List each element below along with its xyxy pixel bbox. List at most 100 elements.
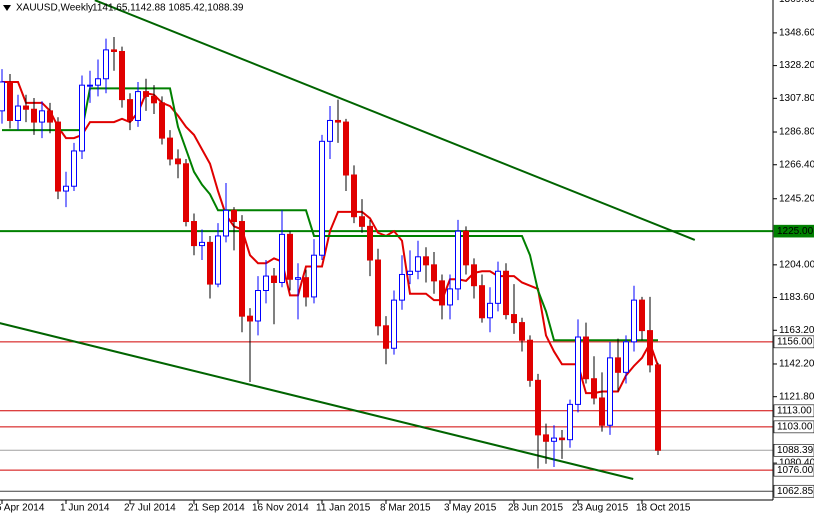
y-tick-label: 1328.20: [779, 60, 814, 71]
candle-body: [487, 302, 493, 319]
candle-body: [655, 364, 661, 451]
level-label: 1088.39: [777, 445, 814, 456]
level-label-box: [773, 484, 814, 498]
candle-body: [79, 84, 85, 152]
y-tick-label: 1121.80: [779, 391, 814, 402]
candle-body: [407, 270, 413, 275]
candle-body: [423, 256, 429, 266]
candle-body: [471, 264, 477, 287]
candle-body: [527, 339, 533, 381]
candle-body: [375, 259, 381, 327]
y-tick-label: 1142.20: [779, 359, 814, 370]
y-tick-label: 1245.20: [779, 193, 814, 204]
candle-body: [127, 99, 133, 121]
x-tick-label: 3 May 2015: [444, 503, 497, 514]
candle-body: [631, 299, 637, 343]
candle-body: [351, 174, 357, 218]
candle-body: [583, 336, 589, 380]
level-label-box: [773, 335, 814, 349]
candle-body: [447, 288, 453, 306]
y-tick-label: 1348.60: [779, 28, 814, 39]
candle-body: [311, 254, 317, 298]
y-tick-label: 1286.80: [779, 127, 814, 138]
trendline: [0, 322, 634, 480]
candle-body: [559, 437, 565, 441]
plot-area: [0, 0, 773, 492]
level-label: 1156.00: [777, 336, 813, 347]
candle-body: [431, 264, 437, 282]
candle-body: [327, 119, 333, 142]
candle-body: [415, 256, 421, 272]
y-tick-label: 1080.40: [779, 458, 814, 469]
level-label-box: [773, 420, 814, 434]
candle-body: [135, 91, 141, 121]
candle-body: [335, 119, 341, 123]
x-tick-label: 8 Mar 2015: [380, 503, 431, 514]
candle-body: [95, 78, 101, 86]
candle-body: [15, 105, 21, 121]
candle-body: [343, 121, 349, 176]
candle-body: [63, 185, 69, 192]
x-tick-label: 21 Sep 2014: [188, 503, 245, 514]
candle-body: [383, 325, 389, 349]
candle-body: [463, 230, 469, 266]
candle-body: [567, 403, 573, 441]
candle-body: [111, 49, 117, 52]
y-tick-label: 1163.20: [779, 325, 814, 336]
chart-title: XAUUSD,Weekly: [16, 3, 93, 14]
candle-body: [0, 81, 5, 112]
candle-body: [239, 221, 245, 317]
candle-body: [7, 81, 13, 121]
candle-body: [231, 209, 237, 223]
level-label-box: [773, 404, 814, 418]
candle-body: [551, 437, 557, 442]
trendline: [94, 0, 696, 241]
candle-body: [263, 275, 269, 292]
candle-body: [103, 49, 109, 80]
indicator-line: [2, 80, 659, 395]
candle-body: [519, 322, 525, 341]
y-tick-label: 1183.60: [779, 292, 814, 303]
candle-body: [223, 209, 229, 237]
y-tick-label: 1369.60: [779, 0, 814, 5]
candle-body: [55, 121, 61, 192]
candle-body: [47, 110, 53, 123]
candle-body: [199, 241, 205, 247]
candle-body: [31, 108, 37, 123]
candle-body: [247, 315, 253, 322]
candle-body: [639, 299, 645, 332]
candle-body: [71, 150, 77, 187]
candle-body: [319, 140, 325, 256]
candle-body: [183, 163, 189, 223]
level-label: 1225.00: [777, 226, 814, 237]
x-tick-label: 23 Aug 2015: [572, 503, 629, 514]
y-tick-label: 1307.80: [779, 93, 814, 104]
candle-body: [287, 233, 293, 280]
x-tick-label: 11 Jan 2015: [316, 503, 371, 514]
x-tick-label: 28 Jun 2015: [508, 503, 563, 514]
x-tick-label: 1 Jun 2014: [60, 503, 110, 514]
candle-body: [303, 277, 309, 298]
y-tick-label: 1266.40: [779, 159, 814, 170]
candle-body: [399, 273, 405, 301]
level-label: 1103.00: [777, 421, 813, 432]
level-label-box: [773, 463, 814, 477]
candle-body: [295, 277, 301, 280]
candle-body: [543, 434, 549, 442]
candle-body: [191, 221, 197, 247]
candle-body: [87, 84, 93, 87]
y-tick-label: 1204.00: [779, 259, 814, 270]
candle-body: [503, 270, 509, 316]
candle-body: [151, 95, 157, 104]
candle-body: [207, 241, 213, 285]
candle-body: [607, 357, 613, 426]
candle-body: [167, 137, 173, 160]
candle-body: [591, 378, 597, 399]
candle-body: [175, 158, 181, 165]
candle-body: [479, 285, 485, 319]
level-label: 1062.85: [777, 486, 814, 497]
level-label-box: [773, 224, 814, 238]
